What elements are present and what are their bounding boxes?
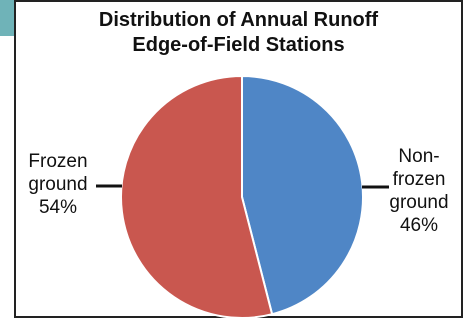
slice-value-nonfrozen: 46% (399, 215, 439, 236)
slice-value-frozen: 54% (38, 197, 78, 218)
pie-slice-nonfrozen-ground (241, 74, 364, 316)
slice-label-frozen-line-1: Frozen (28, 151, 88, 172)
slice-label-nonfrozen-line-2: frozen (392, 169, 446, 190)
slice-label-nonfrozen-line-1: Non- (398, 146, 440, 167)
chart-title-line-2: Edge-of-Field Stations (132, 34, 345, 56)
slice-label-nonfrozen-ground: Non- frozen ground 46% (383, 145, 455, 237)
chart-title: Distribution of Annual Runoff Edge-of-Fi… (14, 8, 463, 58)
slice-label-frozen-ground: Frozen ground 54% (20, 150, 96, 219)
chart-title-line-1: Distribution of Annual Runoff (98, 9, 379, 31)
slice-label-nonfrozen-line-3: ground (389, 192, 449, 213)
decorative-accent (0, 0, 18, 36)
slice-label-frozen-line-2: ground (28, 174, 88, 195)
pie-slice-frozen-ground (120, 74, 274, 319)
